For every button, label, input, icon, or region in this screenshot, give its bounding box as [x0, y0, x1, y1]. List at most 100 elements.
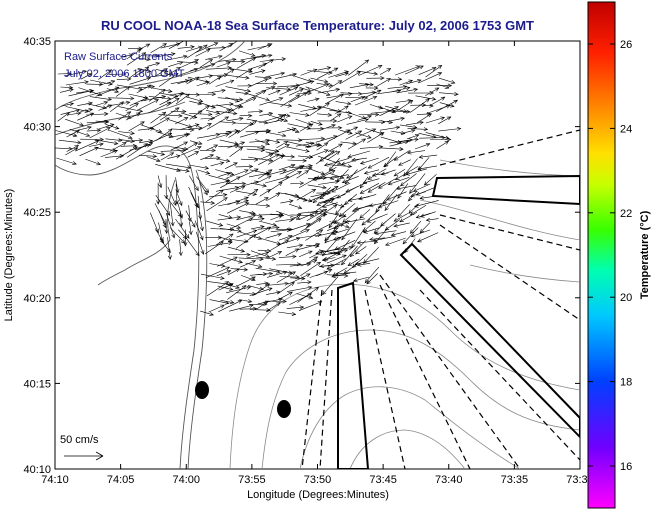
current-vector-head	[414, 203, 419, 208]
current-vector	[66, 145, 79, 152]
current-vector-head	[77, 111, 82, 116]
current-vector	[364, 266, 380, 283]
current-vector-head	[257, 264, 263, 269]
current-vector-head	[357, 262, 362, 267]
current-vector-head	[166, 211, 171, 216]
current-vector	[150, 212, 159, 233]
current-vector	[200, 154, 214, 161]
current-vector	[66, 129, 80, 138]
current-vector-head	[180, 91, 185, 96]
current-vector-head	[244, 199, 249, 204]
current-vector-head	[367, 188, 373, 193]
current-vector-head	[363, 229, 368, 234]
current-vector	[165, 196, 182, 217]
current-vector	[387, 117, 405, 122]
current-vector-head	[305, 229, 310, 233]
current-vector-head	[74, 145, 80, 149]
current-vector-head	[298, 138, 303, 143]
current-vector	[267, 139, 280, 143]
current-vector	[199, 182, 208, 195]
sector-south	[337, 281, 370, 469]
current-vector	[378, 200, 399, 208]
current-vector	[330, 113, 342, 122]
current-vector	[250, 226, 265, 230]
current-vector-head	[298, 243, 304, 248]
current-vector	[138, 154, 157, 157]
current-vector-head	[165, 117, 170, 122]
current-vector	[150, 133, 172, 143]
current-vector	[165, 163, 191, 169]
current-vector	[322, 202, 338, 208]
current-vector-head	[328, 166, 334, 172]
current-vector-head	[77, 140, 82, 145]
current-vector-head	[374, 86, 379, 91]
current-vector-head	[251, 276, 256, 281]
current-vector	[310, 193, 328, 198]
current-vector-head	[351, 157, 356, 162]
current-vector	[196, 176, 209, 193]
current-vector-head	[164, 229, 169, 234]
current-vector	[220, 300, 234, 304]
current-vector-head	[286, 87, 291, 92]
current-vector	[174, 117, 188, 125]
current-vector-head	[367, 164, 373, 169]
current-vector-head	[377, 89, 382, 94]
current-vector-head	[168, 89, 173, 93]
current-vector	[275, 218, 294, 222]
current-vector	[316, 142, 329, 151]
current-vector-head	[404, 140, 410, 145]
current-vector	[189, 113, 212, 115]
current-vector	[290, 214, 314, 216]
current-vector-head	[339, 203, 345, 208]
current-vector	[383, 156, 398, 167]
x-tick-label: 73:30	[566, 474, 594, 486]
current-vector-head	[415, 214, 421, 219]
current-vector-head	[319, 250, 324, 255]
current-vector	[97, 124, 114, 130]
current-vector-head	[405, 86, 411, 91]
current-vector	[297, 196, 312, 202]
current-vector	[224, 162, 238, 169]
current-vector-head	[413, 87, 419, 92]
current-vector	[306, 213, 326, 228]
current-vector	[331, 272, 351, 278]
current-vector-head	[288, 270, 293, 275]
current-vector	[277, 282, 295, 294]
current-vector-head	[155, 62, 161, 66]
current-vector	[394, 65, 420, 76]
current-vector-head	[377, 65, 383, 69]
current-vector	[266, 291, 281, 295]
current-vector	[389, 139, 413, 144]
current-vector-head	[371, 172, 377, 177]
current-vector	[268, 90, 281, 96]
current-vector-head	[397, 213, 402, 218]
colorbar-tick-label: 24	[620, 123, 632, 135]
current-vector	[335, 203, 346, 215]
current-vector-head	[297, 171, 302, 175]
current-vector	[415, 95, 436, 100]
current-vector	[155, 195, 171, 216]
current-vector	[259, 153, 274, 160]
current-vector	[176, 169, 190, 172]
current-vector	[429, 96, 445, 106]
current-vector-head	[417, 166, 422, 171]
current-vector	[287, 229, 310, 240]
current-vector	[279, 166, 304, 175]
current-vector-head	[226, 269, 232, 274]
current-vector	[269, 102, 292, 107]
current-vector	[299, 138, 325, 140]
current-vector	[275, 114, 286, 122]
current-vector	[266, 302, 281, 312]
current-vector	[246, 218, 265, 221]
current-vector	[190, 192, 198, 208]
current-vector	[207, 281, 233, 285]
current-vector-head	[241, 285, 247, 290]
current-vector	[197, 105, 210, 114]
current-vector	[376, 78, 391, 87]
current-vector	[295, 118, 312, 125]
current-vector-head	[284, 281, 289, 286]
current-vector	[218, 59, 237, 62]
scale-label: 50 cm/s	[60, 434, 99, 446]
current-vector-head	[220, 304, 225, 309]
current-vector-head	[400, 131, 406, 135]
